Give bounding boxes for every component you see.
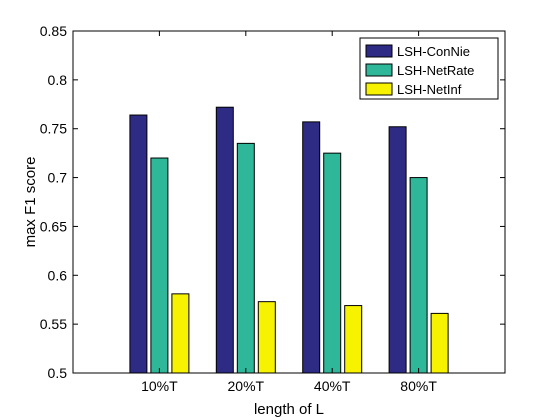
axes-group <box>72 30 506 374</box>
legend-label-lsh-netinf: LSH-NetInf <box>397 82 462 97</box>
y-tick-label: 0.8 <box>48 72 68 88</box>
y-ticks-group: 0.5 0.55 0.6 0.65 0.7 0.75 0.8 0.85 <box>40 23 505 381</box>
bar-lsh-connie-80pctt <box>388 126 407 374</box>
bar-lsh-netinf-80pctt <box>430 312 449 374</box>
legend-label-lsh-connie: LSH-ConNie <box>397 44 470 59</box>
bar-lsh-netrate-20pctt <box>236 142 255 374</box>
bar-lsh-connie-10pctt <box>129 114 148 374</box>
y-tick-label: 0.6 <box>48 267 68 283</box>
legend: LSH-ConNie LSH-NetRate LSH-NetInf <box>359 37 499 100</box>
axes-frame <box>72 30 506 374</box>
legend-label-lsh-netrate: LSH-NetRate <box>397 63 474 78</box>
bar-lsh-netinf-40pctt <box>344 305 363 374</box>
bar-lsh-netinf-20pctt <box>257 301 276 374</box>
x-tick-label: 10%T <box>141 378 178 394</box>
x-tick-label: 40%T <box>314 378 351 394</box>
y-tick-label: 0.7 <box>48 170 68 186</box>
y-tick-label: 0.55 <box>40 316 67 332</box>
bar-lsh-netrate-10pctt <box>150 157 169 374</box>
legend-swatch-lsh-connie <box>365 44 393 58</box>
bar-lsh-netinf-10pctt <box>171 293 190 374</box>
legend-swatch-lsh-netrate <box>365 63 393 77</box>
y-tick-label: 0.75 <box>40 121 67 137</box>
y-tick-label: 0.85 <box>40 23 67 39</box>
bar-lsh-netrate-40pctt <box>323 152 342 374</box>
legend-swatch-lsh-netinf <box>365 82 393 96</box>
bar-lsh-netrate-80pctt <box>409 177 428 374</box>
bars-group <box>129 106 449 374</box>
bar-lsh-connie-20pctt <box>215 106 234 374</box>
y-tick-label: 0.65 <box>40 218 67 234</box>
y-axis-label: max F1 score <box>22 157 39 248</box>
x-tick-label: 80%T <box>400 378 437 394</box>
bar-lsh-connie-40pctt <box>302 121 321 374</box>
x-ticks-group: 10%T 20%T 40%T 80%T <box>141 31 437 394</box>
x-axis-label: length of L <box>254 401 324 418</box>
y-tick-label: 0.5 <box>48 365 68 381</box>
x-tick-label: 20%T <box>228 378 265 394</box>
